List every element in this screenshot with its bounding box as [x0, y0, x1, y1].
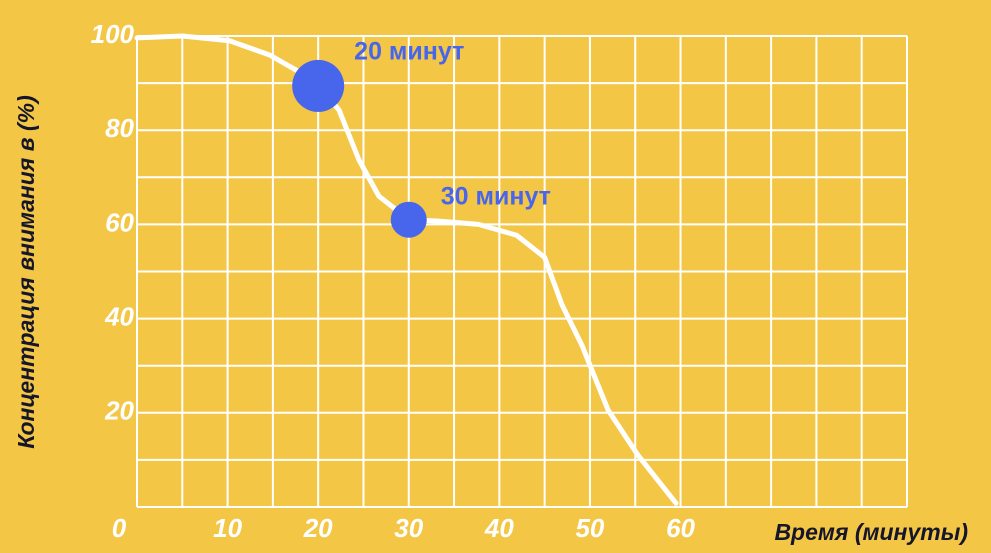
- y-tick-label: 40: [104, 301, 134, 331]
- x-tick-label: 10: [213, 513, 242, 543]
- annotation: 20 минут: [354, 38, 464, 66]
- annotation: 30 минут: [441, 182, 551, 210]
- x-tick-label: 60: [666, 513, 695, 543]
- y-axis-title: Концентрация внимания в (%): [13, 95, 39, 449]
- x-tick-label: 20: [303, 513, 333, 543]
- y-tick-label: 20: [104, 396, 134, 426]
- x-tick-label: 50: [575, 513, 604, 543]
- y-tick-label: 80: [105, 113, 134, 143]
- y-tick-label: 60: [105, 207, 134, 237]
- grid: [136, 35, 908, 508]
- highlight-point: [390, 201, 427, 238]
- highlight-point: [292, 59, 345, 112]
- plot: [134, 33, 679, 506]
- x-axis-title: Время (минуты): [774, 519, 968, 545]
- x-tick-label: 0: [112, 513, 127, 543]
- x-tick-label: 40: [484, 513, 514, 543]
- y-tick-label: 100: [91, 19, 135, 49]
- x-tick-label: 30: [394, 513, 423, 543]
